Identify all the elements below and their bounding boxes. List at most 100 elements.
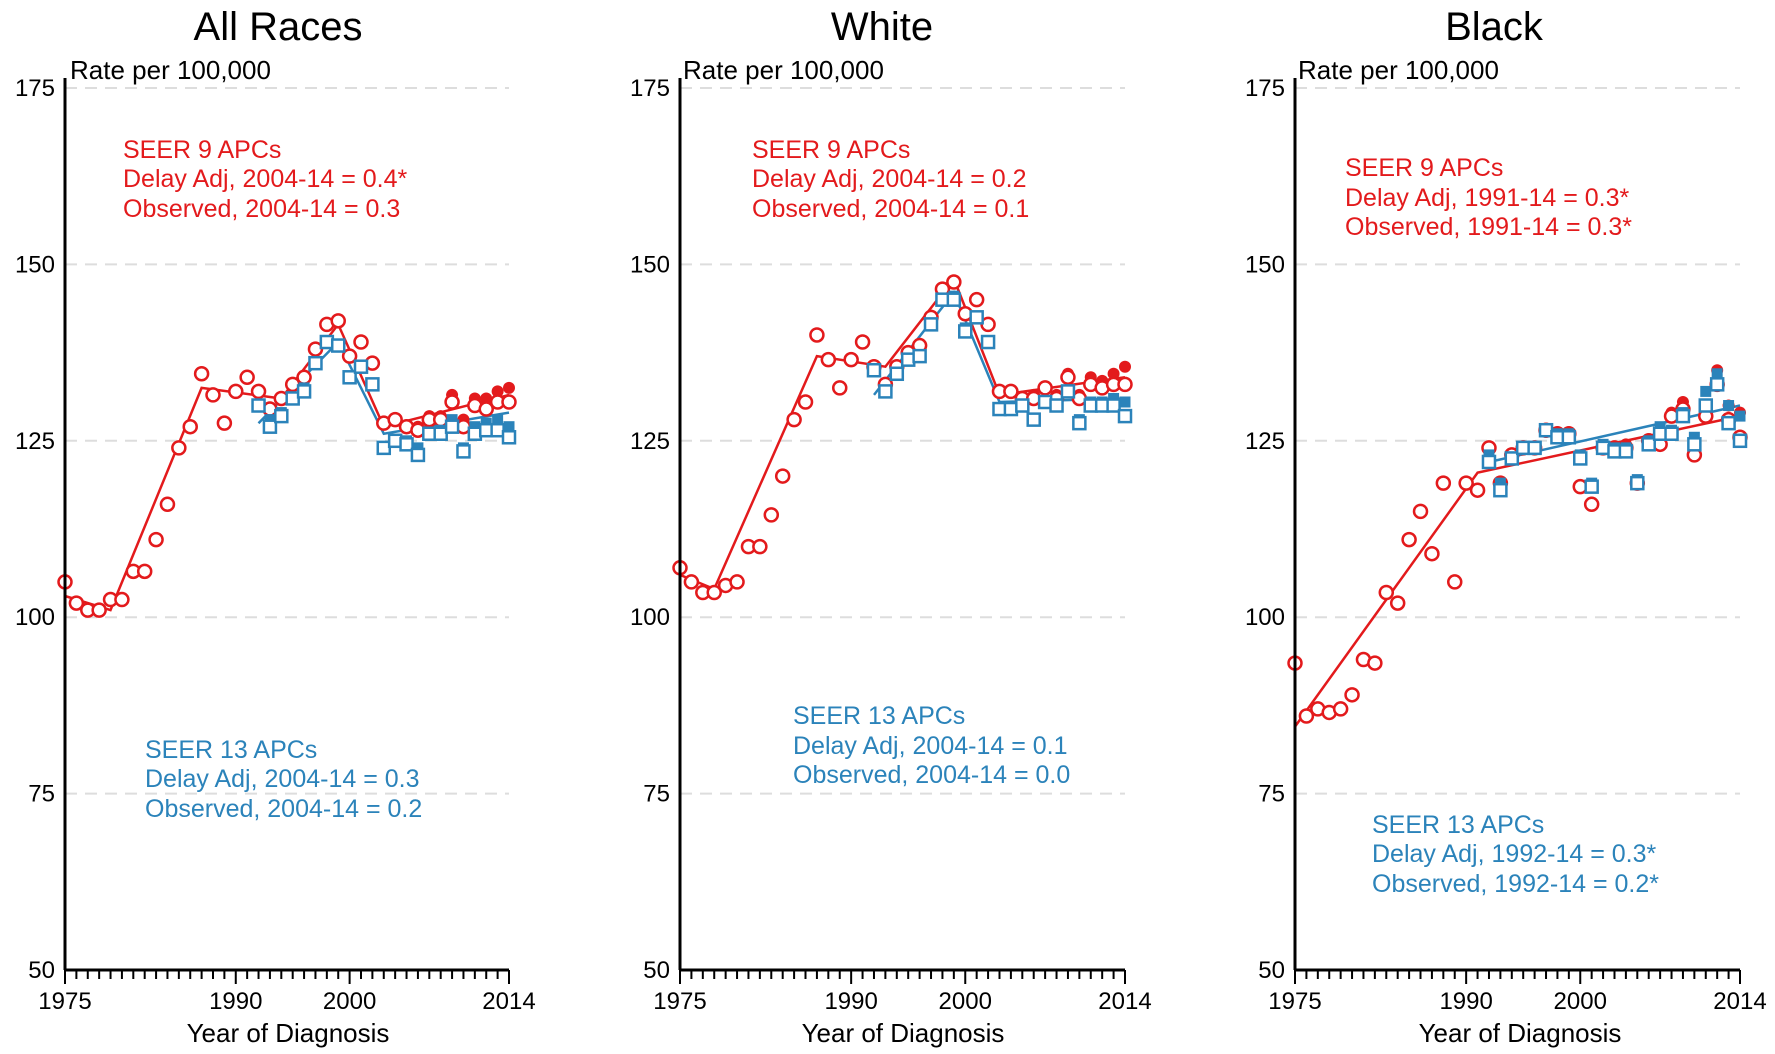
panel-title: White: [831, 5, 933, 49]
marker-open-circle: [114, 591, 130, 608]
marker-open-circle: [216, 415, 233, 431]
marker-filled-square: [1700, 385, 1712, 397]
marker-open-square: [1732, 433, 1748, 449]
y-tick-label: 150: [15, 251, 55, 278]
seer9-annotation-delay: Delay Adj, 2004-14 = 0.4*: [123, 165, 407, 193]
seer9-annotation-delay: Delay Adj, 1991-14 = 0.3*: [1345, 184, 1629, 212]
seer13-annotation-observed: Observed, 2004-14 = 0.0: [793, 761, 1070, 789]
marker-open-square: [1675, 408, 1691, 424]
seer13-annotation-delay: Delay Adj, 2004-14 = 0.3: [145, 765, 420, 793]
marker-open-square: [1072, 415, 1087, 431]
data-points: [1287, 364, 1748, 724]
marker-filled-square: [1723, 400, 1735, 412]
seer13-annotation-delay: Delay Adj, 2004-14 = 0.1: [793, 732, 1068, 760]
marker-open-circle: [501, 394, 517, 410]
marker-open-square: [1481, 454, 1497, 470]
marker-open-square: [1709, 377, 1725, 392]
marker-open-square: [1630, 475, 1645, 491]
marker-open-circle: [1060, 369, 1076, 386]
marker-filled-circle: [480, 392, 493, 405]
marker-open-circle: [854, 334, 871, 350]
y-axis-label: Rate per 100,000: [683, 55, 884, 85]
y-tick-label: 100: [630, 604, 670, 631]
seer9-annotation: SEER 9 APCs Delay Adj, 1991-14 = 0.3* Ob…: [1345, 154, 1632, 241]
marker-open-circle: [1401, 531, 1417, 548]
y-tick-label: 50: [643, 957, 670, 984]
marker-open-circle: [148, 531, 164, 548]
marker-open-square: [1049, 398, 1064, 413]
y-tick-label: 50: [28, 957, 55, 984]
marker-open-circle: [353, 334, 369, 350]
marker-filled-square: [1119, 396, 1131, 408]
y-tick-labels: 50 75 100 125 150 175: [15, 75, 55, 984]
y-tick-label: 175: [630, 75, 670, 102]
marker-open-square: [1687, 437, 1702, 452]
marker-open-circle: [1003, 383, 1019, 400]
marker-open-square: [410, 447, 426, 463]
x-tick-labels: 1975 1990 2000 2014: [1268, 988, 1766, 1015]
marker-open-square: [1584, 479, 1599, 494]
marker-open-square: [262, 419, 278, 434]
seer9-annotation: SEER 9 APCs Delay Adj, 2004-14 = 0.4* Ob…: [123, 136, 407, 223]
marker-open-square: [1641, 437, 1656, 452]
marker-open-circle: [706, 584, 722, 601]
marker-open-square: [1664, 426, 1679, 441]
marker-open-circle: [341, 348, 358, 364]
marker-open-circle: [182, 418, 198, 435]
panel-black: Black Rate per 100,000 Year of Diagnosis…: [1245, 5, 1767, 1048]
y-tick-labels: 50 75 100 125 150 175: [1245, 75, 1285, 984]
marker-open-circle: [786, 411, 802, 428]
marker-open-circle: [387, 411, 403, 428]
marker-open-square: [946, 292, 962, 307]
marker-open-square: [1573, 451, 1588, 466]
seer13-annotation-observed: Observed, 1992-14 = 0.2*: [1372, 870, 1659, 898]
marker-open-square: [456, 444, 471, 459]
marker-filled-square: [503, 421, 515, 433]
marker-open-square: [342, 370, 357, 385]
marker-open-square: [1504, 451, 1520, 466]
x-tick-label: 2000: [323, 988, 376, 1015]
y-tick-label: 75: [643, 781, 670, 808]
marker-filled-circle: [491, 385, 504, 398]
marker-open-square: [1561, 430, 1577, 445]
marker-open-square: [308, 355, 323, 371]
marker-open-square: [878, 384, 893, 399]
marker-open-square: [866, 362, 882, 378]
data-points: [672, 274, 1133, 601]
marker-open-circle: [729, 574, 745, 590]
seer13-annotation-title: SEER 13 APCs: [1372, 811, 1544, 839]
marker-open-square: [980, 334, 996, 350]
marker-open-circle: [250, 383, 267, 400]
marker-open-square: [296, 384, 312, 399]
panel-all-races: All Races Rate per 100,000 Year of Diagn…: [15, 5, 536, 1048]
marker-open-circle: [1446, 574, 1463, 590]
x-tick-labels: 1975 1990 2000 2014: [653, 988, 1151, 1015]
seer13-annotation: SEER 13 APCs Delay Adj, 2004-14 = 0.1 Ob…: [793, 702, 1070, 789]
marker-open-circle: [478, 401, 494, 417]
marker-open-circle: [831, 380, 848, 396]
marker-open-circle: [683, 574, 700, 590]
x-tick-label: 2014: [1713, 988, 1766, 1015]
marker-open-circle: [1469, 482, 1486, 498]
marker-open-square: [1721, 415, 1736, 431]
marker-open-square: [353, 359, 369, 374]
y-tick-label: 175: [1245, 75, 1285, 102]
marker-open-square: [1493, 482, 1508, 498]
y-tick-label: 75: [1258, 781, 1285, 808]
y-tick-label: 50: [1258, 957, 1285, 984]
y-tick-label: 175: [15, 75, 55, 102]
marker-filled-circle: [1107, 367, 1120, 380]
x-tick-label: 2000: [1554, 988, 1607, 1015]
marker-open-circle: [68, 595, 85, 611]
marker-open-circle: [159, 496, 176, 513]
marker-open-circle: [752, 538, 768, 555]
marker-open-circle: [91, 602, 107, 618]
marker-open-circle: [946, 274, 962, 290]
marker-open-circle: [1435, 475, 1452, 491]
seer9-annotation-delay: Delay Adj, 2004-14 = 0.2: [752, 165, 1027, 193]
y-tick-label: 150: [630, 251, 670, 278]
marker-open-square: [251, 398, 266, 413]
marker-open-circle: [296, 369, 312, 386]
x-axis-label: Year of Diagnosis: [1419, 1018, 1622, 1048]
